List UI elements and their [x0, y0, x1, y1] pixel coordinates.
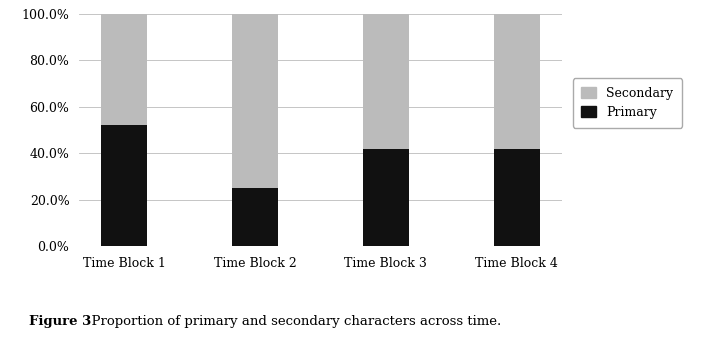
Text: Figure 3: Figure 3 — [29, 315, 91, 328]
Text: Figure 3: Figure 3 — [0, 341, 1, 342]
Bar — [101, 125, 147, 246]
Text: Proportion of primary and secondary characters across time.: Proportion of primary and secondary char… — [83, 315, 501, 328]
Bar — [363, 148, 409, 246]
Bar — [494, 148, 540, 246]
Bar — [363, 14, 409, 148]
Text: Figure 3  Proportion of primary and secondary characters across time.: Figure 3 Proportion of primary and secon… — [0, 341, 1, 342]
Bar — [232, 14, 278, 188]
Legend: Secondary, Primary: Secondary, Primary — [572, 78, 683, 128]
Text: Figure 3  Proportion of primary and secondary characters across time.: Figure 3 Proportion of primary and secon… — [29, 315, 504, 328]
Bar — [232, 188, 278, 246]
Text: Figure 3: Figure 3 — [0, 341, 1, 342]
Bar — [494, 14, 540, 148]
Bar — [101, 14, 147, 125]
